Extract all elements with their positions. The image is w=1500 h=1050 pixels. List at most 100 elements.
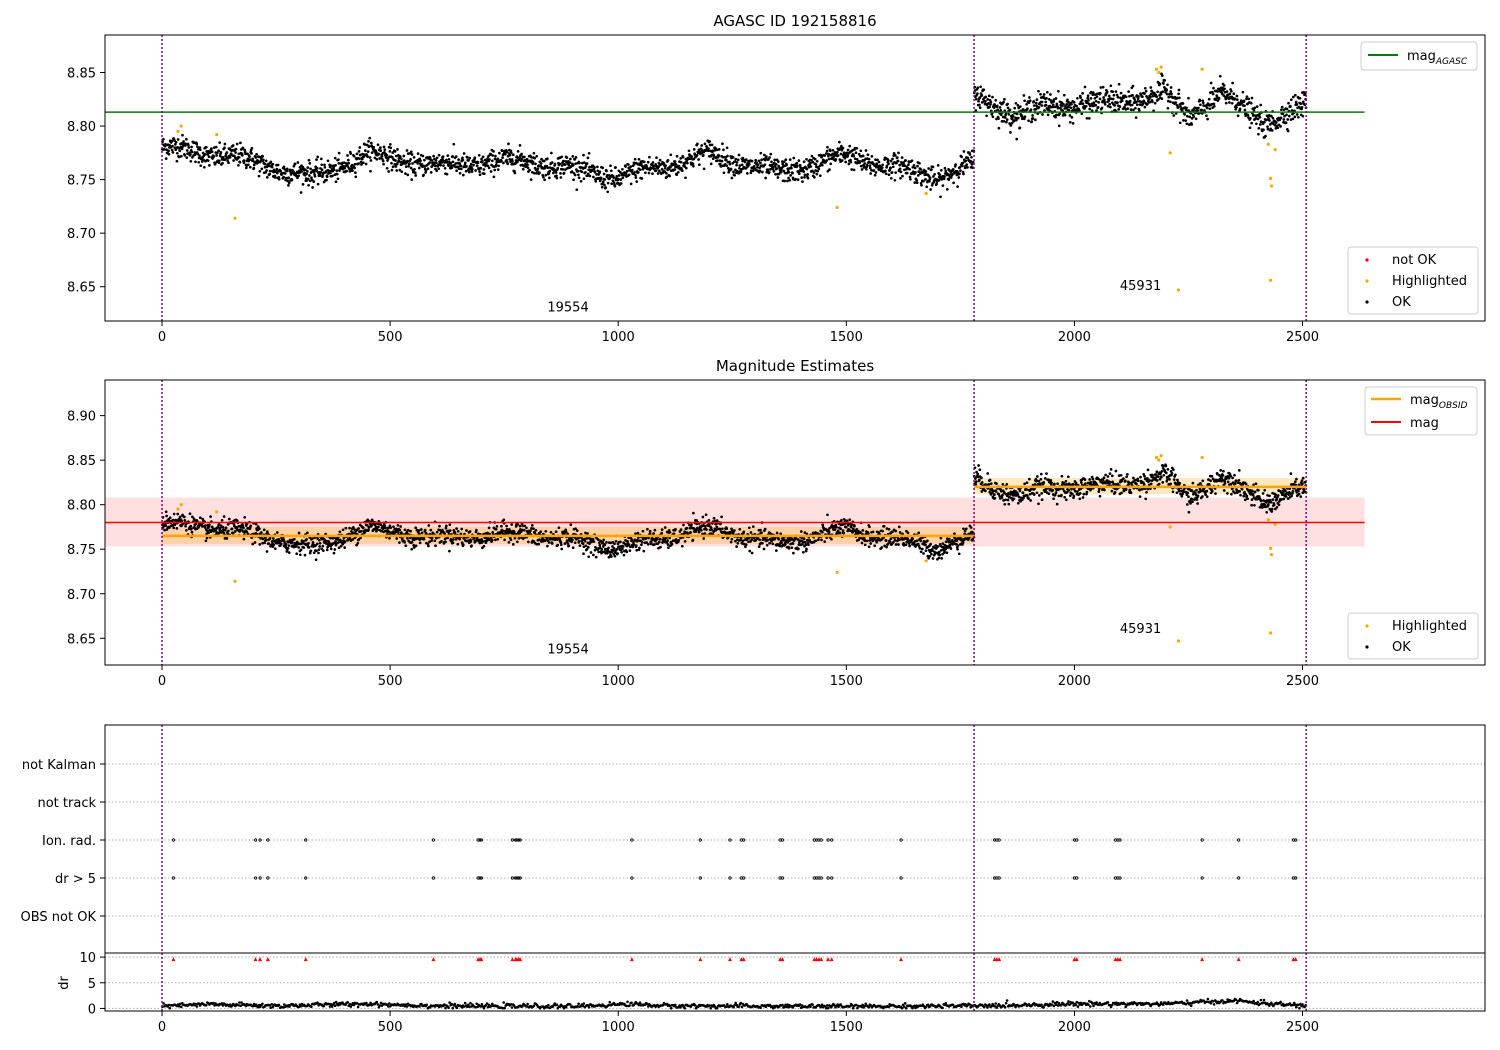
ok-point [605,169,608,173]
ok-point [598,543,602,547]
ok-point [1187,123,1191,126]
ok-point [765,543,769,547]
ok-point [1013,106,1017,110]
ok-point [171,151,175,154]
ok-point [951,172,954,176]
ok-point [500,159,503,163]
ok-point [968,153,972,156]
ok-point [369,141,373,145]
ok-point [1200,108,1203,112]
legend-label-mag-agasc: magAGASC [1407,49,1468,67]
ok-point [412,156,416,159]
ok-point [458,537,462,541]
ok-point [287,184,290,187]
ok-point [171,518,175,522]
ok-point [170,148,174,152]
ok-point [755,161,759,165]
ok-point [846,154,850,158]
ok-point [1185,106,1188,110]
ok-point [336,538,340,541]
ok-point [609,164,612,168]
ok-point [1071,122,1075,125]
x-tick-label: 2500 [1286,330,1319,345]
ok-point [591,164,595,168]
ok-point [745,172,749,175]
ok-point [1134,116,1138,119]
ok-point [257,174,261,178]
ok-point [489,170,493,173]
ok-point [577,176,581,180]
ok-point [496,157,500,161]
ok-point [306,177,310,181]
ok-point [588,174,592,178]
ok-point [376,528,379,532]
ok-point [323,538,326,542]
ok-point [709,162,713,166]
ok-point [692,164,695,168]
ok-point [354,171,357,175]
ok-point [429,171,433,174]
ok-point [1007,112,1011,116]
ok-point [617,174,621,177]
ok-point [571,546,575,550]
ok-point [262,158,265,162]
ok-point [749,531,753,534]
ok-point [769,152,773,156]
ok-point [294,544,298,548]
ok-point [679,160,683,164]
ok-point [167,149,170,153]
ok-point [906,531,910,535]
ok-point [191,156,194,159]
ok-point [997,117,1000,120]
ok-point [1057,124,1061,128]
highlighted-point [1266,142,1270,146]
ok-point [252,166,256,170]
ok-point [175,151,179,155]
ok-point [673,160,677,163]
ok-point [733,173,737,177]
ok-point [918,172,922,176]
ok-point [680,169,684,173]
ok-point [612,176,616,180]
ok-point [163,528,166,532]
ok-point [1199,103,1202,107]
ok-point [640,162,643,166]
ok-point [489,152,493,156]
ok-point [549,530,553,534]
ok-point [658,158,662,162]
ok-point [927,167,930,170]
ok-point [588,165,591,169]
ok-point [803,176,806,179]
ok-point [511,543,515,546]
ok-point [408,162,411,166]
ok-point [759,151,763,155]
ok-point [777,537,781,541]
ok-point [917,531,921,535]
ok-point [513,536,517,540]
ok-point [1067,108,1071,112]
ok-point [674,165,677,169]
ok-point [898,531,902,534]
ok-point [1274,121,1278,124]
ok-point [1009,124,1013,127]
ok-point [1205,106,1209,110]
ok-point [184,524,187,528]
ok-point [876,158,879,162]
ok-point [1158,82,1162,86]
ok-point [316,182,320,186]
ok-point [242,537,246,541]
ok-point [616,552,619,555]
ok-point [1224,101,1228,105]
legend-marker-not-ok [1365,258,1369,262]
ok-point [527,540,530,544]
ok-point [628,549,632,552]
ok-point [629,182,633,186]
ok-point [189,159,193,163]
ok-point [187,146,191,149]
ok-point [1008,122,1011,125]
ok-point [742,530,746,534]
ok-point [805,157,808,161]
ok-point [478,170,481,173]
ok-point [632,162,636,166]
ok-point [409,529,412,533]
